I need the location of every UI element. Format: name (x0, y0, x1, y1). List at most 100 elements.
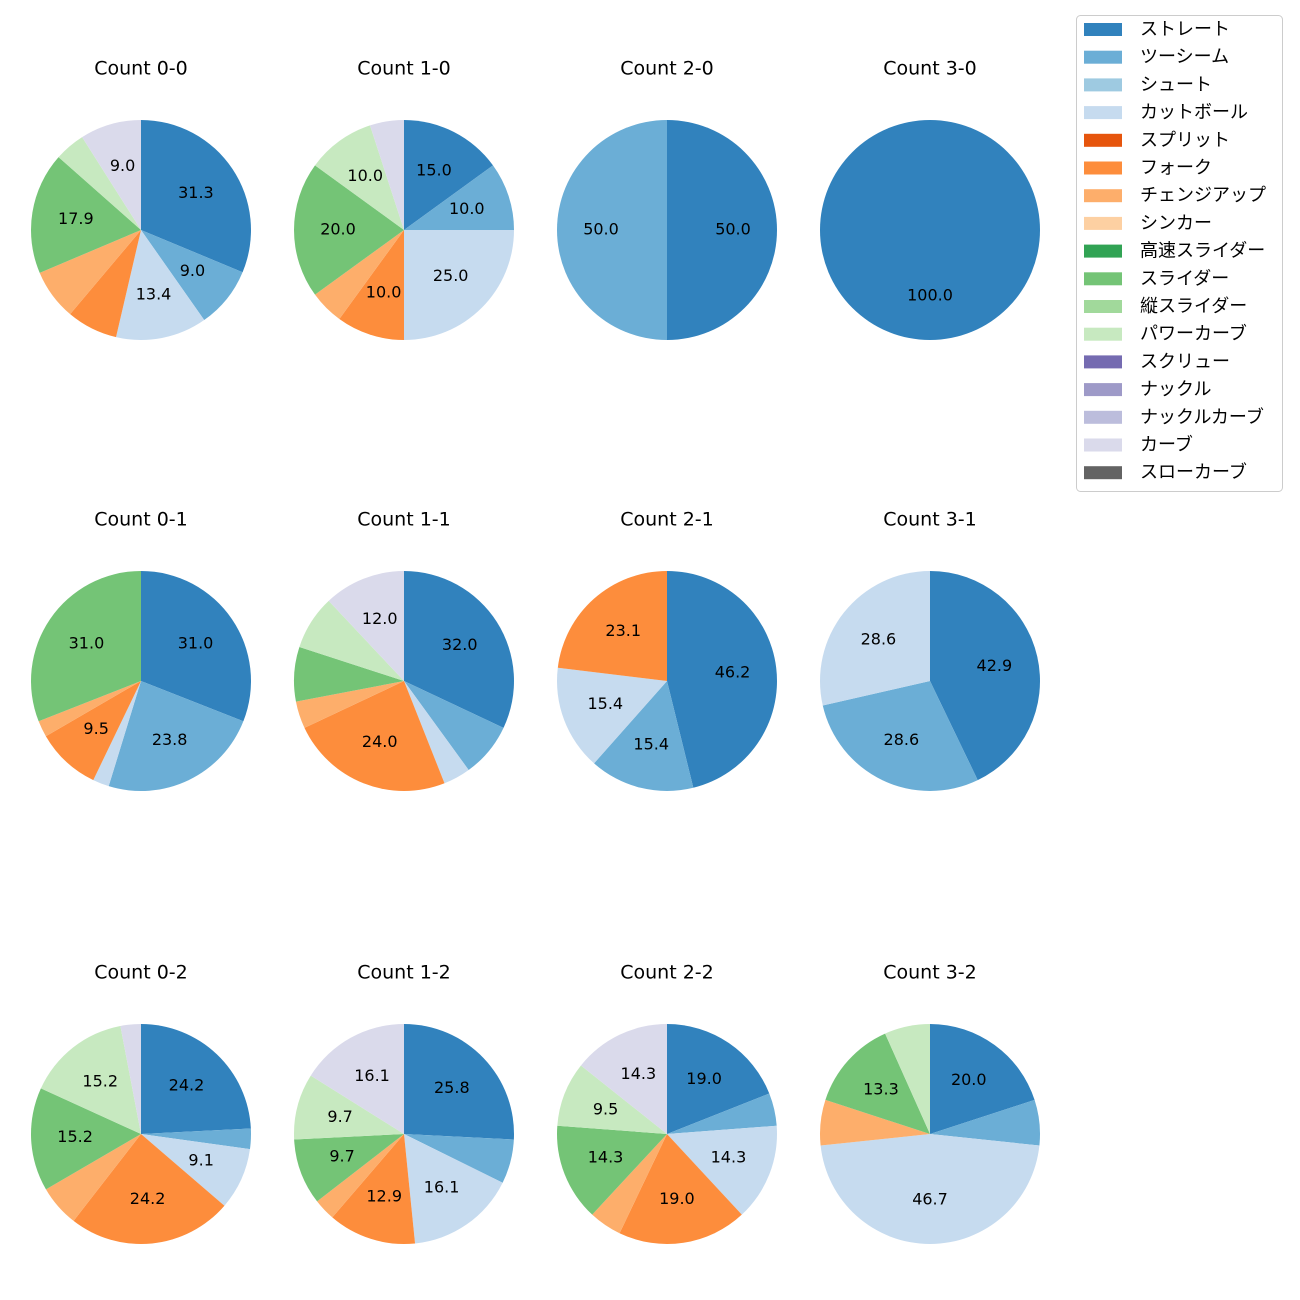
pie-slice (45, 1134, 141, 1221)
data-label: 17.9 (58, 209, 94, 228)
pie-slice (667, 1024, 770, 1134)
data-label: 10.0 (449, 199, 485, 218)
pie-slice (315, 230, 404, 319)
data-label: 10.0 (347, 166, 383, 185)
data-label: 46.7 (912, 1190, 948, 1209)
pie-slice (370, 120, 404, 230)
pie-slice (317, 1134, 404, 1218)
data-label: 14.3 (621, 1064, 657, 1083)
pie-slice (141, 1128, 251, 1150)
pie-slice (310, 1024, 404, 1134)
legend-label: スプリット (1140, 130, 1230, 151)
pie-title: Count 2-0 (620, 58, 714, 80)
legend-swatch (1084, 466, 1122, 480)
legend-label: ナックルカーブ (1140, 406, 1264, 428)
pie-slice (557, 1065, 667, 1134)
pie-slice (40, 1025, 141, 1134)
pie-title: Count 3-1 (883, 509, 977, 531)
legend-swatch (1084, 383, 1122, 397)
pie-slice (58, 137, 141, 230)
pie-slice (404, 681, 469, 784)
pie-slice (667, 1093, 777, 1134)
pie-slice (293, 647, 404, 702)
pie-slice (822, 681, 978, 791)
data-label: 15.0 (416, 161, 452, 180)
legend-swatch (1084, 438, 1122, 452)
pie-title: Count 0-1 (94, 509, 188, 531)
data-label: 9.5 (593, 1099, 618, 1118)
pie-slice (141, 230, 243, 321)
legend-swatch (1084, 78, 1122, 92)
data-label: 19.0 (659, 1189, 695, 1208)
legend-label: カーブ (1140, 434, 1193, 456)
pie-slice (299, 600, 404, 681)
data-label: 50.0 (583, 220, 619, 239)
legend-label: 縦スライダー (1140, 296, 1247, 317)
data-label: 9.0 (110, 156, 135, 175)
pie-slice (332, 1134, 416, 1244)
data-label: 9.7 (329, 1146, 354, 1165)
pie-slice (93, 681, 141, 787)
pie-title: Count 0-0 (94, 58, 188, 80)
data-label: 14.3 (588, 1148, 624, 1167)
legend-label: ツーシーム (1140, 47, 1229, 68)
legend-swatch (1084, 355, 1122, 369)
legend-label: スクリュー (1140, 351, 1230, 372)
pie-title: Count 3-0 (883, 58, 977, 80)
data-label: 20.0 (320, 220, 356, 239)
data-label: 24.0 (362, 732, 398, 751)
legend-swatch (1084, 189, 1122, 203)
data-label: 9.5 (83, 719, 108, 738)
pie-slice (31, 157, 142, 273)
data-label: 13.4 (136, 284, 172, 303)
pie-slice (404, 1134, 514, 1183)
pie-slice (667, 571, 777, 788)
legend-label: パワーカーブ (1140, 323, 1247, 345)
data-label: 14.3 (711, 1148, 747, 1167)
data-label: 23.8 (152, 730, 188, 749)
pie-slice (557, 667, 667, 764)
pie-slice (141, 571, 252, 722)
pie-slice (73, 1134, 225, 1244)
data-label: 9.0 (180, 261, 205, 280)
data-label: 15.4 (633, 735, 669, 754)
data-label: 32.0 (442, 635, 478, 654)
pie-title: Count 1-2 (357, 962, 451, 984)
data-label: 16.1 (354, 1066, 390, 1085)
pie-slice (885, 1024, 930, 1134)
data-label: 31.0 (178, 633, 214, 652)
data-label: 31.3 (178, 183, 214, 202)
pie-slice (930, 1099, 1040, 1146)
data-label: 9.1 (188, 1151, 213, 1170)
pie-slice (141, 1024, 251, 1134)
legend-swatch (1084, 327, 1122, 341)
data-label: 15.2 (82, 1072, 118, 1091)
pie-title: Count 2-1 (620, 509, 714, 531)
pie-title: Count 1-1 (357, 509, 451, 531)
pie-slice (294, 1134, 404, 1202)
pie-slice (404, 165, 514, 230)
legend-label: ストレート (1140, 19, 1230, 40)
legend-label: フォーク (1140, 158, 1212, 179)
pie-slice (820, 1099, 930, 1146)
data-label: 42.9 (977, 656, 1013, 675)
pie-slice (930, 1024, 1035, 1134)
data-label: 9.7 (327, 1107, 352, 1126)
legend-swatch (1084, 244, 1122, 258)
data-label: 15.4 (587, 694, 623, 713)
pie-slice (294, 1075, 404, 1140)
legend-label: カットボール (1140, 102, 1248, 123)
pie-slice (339, 230, 404, 340)
legend-label: スライダー (1140, 268, 1229, 289)
pie-title: Count 0-2 (94, 962, 188, 984)
data-label: 13.3 (863, 1079, 899, 1098)
data-label: 15.2 (57, 1127, 93, 1146)
pie-slice (120, 1024, 141, 1134)
pie-slice (404, 571, 514, 728)
pie-slice (592, 1134, 667, 1234)
data-label: 12.0 (362, 609, 398, 628)
pie-slice (45, 681, 141, 781)
pie-slice (819, 571, 930, 706)
legend-label: シュート (1140, 74, 1212, 95)
